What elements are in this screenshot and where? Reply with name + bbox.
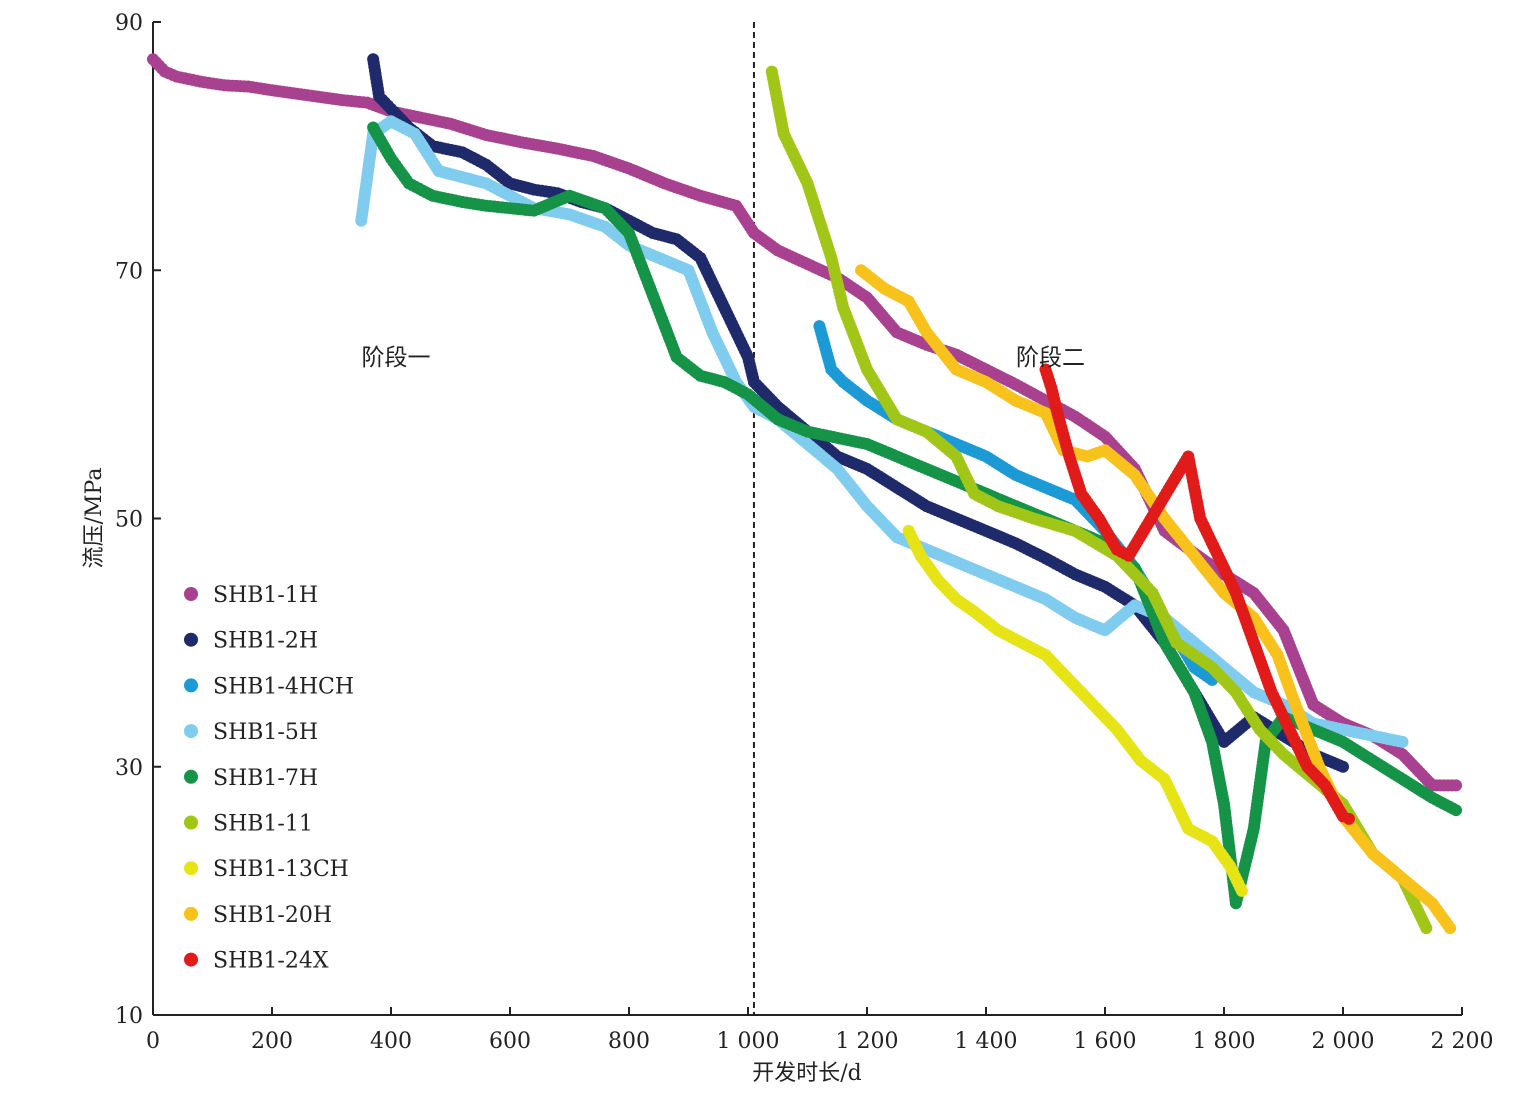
data-point (1235, 884, 1248, 897)
legend-marker (184, 861, 198, 876)
series-layer (147, 53, 1463, 935)
legend-marker (184, 769, 198, 784)
legend-label: SHB1-7H (213, 766, 318, 791)
series-shb1-24x (1039, 363, 1355, 825)
legend-label: SHB1-20H (213, 903, 332, 928)
x-tick-label: 1 600 (1074, 1029, 1137, 1054)
stage-annotations: 阶段一 阶段二 (361, 345, 1084, 371)
x-tick-label: 1 400 (955, 1029, 1018, 1054)
x-axis-title: 开发时长/d (752, 1061, 862, 1086)
data-point (1450, 804, 1463, 817)
legend-marker (184, 632, 198, 647)
y-ticks: 10 30 50 70 90 (115, 11, 161, 1029)
y-tick-label: 10 (115, 1004, 143, 1029)
x-tick-label: 1 000 (717, 1029, 780, 1054)
y-tick-label: 50 (115, 508, 143, 533)
data-point (1337, 760, 1349, 773)
legend-marker (184, 906, 198, 921)
data-point (1420, 922, 1433, 935)
legend-label: SHB1-4HCH (213, 674, 354, 699)
y-axis-title: 流压/MPa (82, 468, 107, 569)
y-tick-label: 90 (115, 11, 143, 36)
x-tick-label: 2 200 (1431, 1029, 1494, 1054)
data-point (1450, 779, 1463, 792)
x-tick-label: 800 (608, 1029, 650, 1054)
data-point (1342, 812, 1355, 825)
legend-label: SHB1-11 (213, 812, 313, 837)
legend-marker (184, 678, 198, 693)
x-tick-label: 200 (251, 1029, 293, 1054)
legend-marker (184, 952, 198, 967)
legend-marker (184, 815, 198, 830)
series-shb1-13ch (902, 524, 1248, 897)
legend-label: SHB1-24X (213, 949, 329, 974)
legend-label: SHB1-13CH (213, 857, 349, 882)
legend-label: SHB1-2H (213, 629, 318, 654)
x-tick-label: 1 200 (836, 1029, 899, 1054)
series-shb1-1h (147, 53, 1463, 792)
legend-marker (184, 587, 198, 601)
x-tick-label: 0 (146, 1029, 160, 1054)
legend-label: SHB1-1H (213, 583, 318, 608)
y-tick-label: 30 (115, 756, 143, 781)
stage-label: 阶段二 (1016, 345, 1085, 371)
legend-marker (184, 724, 198, 739)
data-point (1444, 922, 1457, 935)
legend: SHB1-1H SHB1-2H SHB1-4HCH SHB1-5H SHB1-7H SHB… (184, 583, 354, 974)
legend-label: SHB1-5H (213, 720, 318, 745)
series-shb1-7h (367, 121, 1463, 910)
x-tick-label: 1 800 (1193, 1029, 1256, 1054)
x-tick-label: 2 000 (1312, 1029, 1375, 1054)
stage-label: 阶段一 (361, 345, 430, 371)
data-point (1396, 735, 1409, 748)
x-tick-label: 400 (370, 1029, 412, 1054)
x-tick-label: 600 (489, 1029, 531, 1054)
y-tick-label: 70 (115, 259, 143, 284)
x-ticks: 0 200 400 600 800 1 000 1 200 1 400 1 600 1 800 2 … (146, 1007, 1493, 1054)
